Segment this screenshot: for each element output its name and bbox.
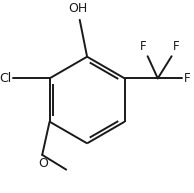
Text: F: F bbox=[140, 41, 147, 53]
Text: F: F bbox=[172, 41, 179, 53]
Text: Cl: Cl bbox=[0, 72, 12, 85]
Text: O: O bbox=[38, 157, 48, 170]
Text: OH: OH bbox=[68, 2, 87, 15]
Text: F: F bbox=[184, 72, 190, 85]
